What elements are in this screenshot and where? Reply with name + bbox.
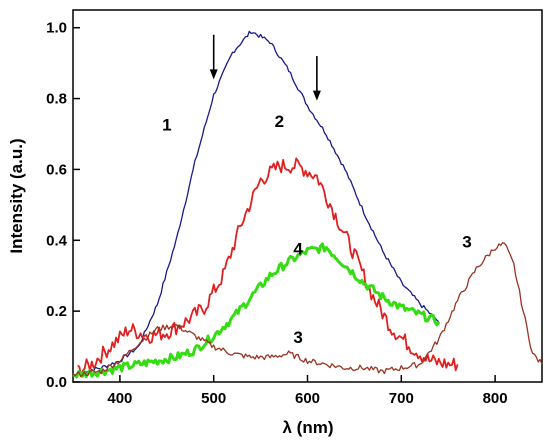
curve-label: 3 (293, 328, 302, 347)
curve-label: 1 (162, 115, 171, 134)
x-tick-label: 700 (389, 390, 414, 407)
arrow-head (312, 90, 321, 101)
y-tick-label: 0.6 (46, 161, 67, 178)
curve-label: 3 (462, 232, 471, 251)
y-tick-label: 0.8 (46, 91, 67, 108)
y-tick-label: 1.0 (46, 20, 67, 37)
y-tick-label: 0.4 (46, 232, 68, 249)
annotations: 1 2 4 3 3 (162, 34, 472, 347)
ticks: 400 500 600 700 800 0.0 0.2 0.4 0.6 0.8 1.0 (46, 20, 507, 407)
curve-label: 2 (275, 112, 284, 131)
curve-label: 4 (293, 239, 303, 258)
x-tick-label: 500 (201, 390, 226, 407)
series-line-1-0 (82, 30, 440, 373)
y-axis-title: Intensity (a.u.) (7, 138, 26, 253)
series-layer (72, 30, 543, 379)
x-tick-label: 800 (483, 390, 508, 407)
series-line-3-3 (72, 242, 543, 377)
y-tick-label: 0.2 (46, 303, 67, 320)
y-tick-label: 0.0 (46, 374, 67, 391)
x-tick-label: 600 (295, 390, 320, 407)
x-tick-label: 400 (107, 390, 132, 407)
series-line-4-2 (72, 242, 441, 379)
series-line-2-1 (77, 157, 459, 378)
arrow-head (209, 69, 218, 80)
plot-area (72, 9, 543, 383)
x-axis-title: λ (nm) (283, 418, 334, 437)
